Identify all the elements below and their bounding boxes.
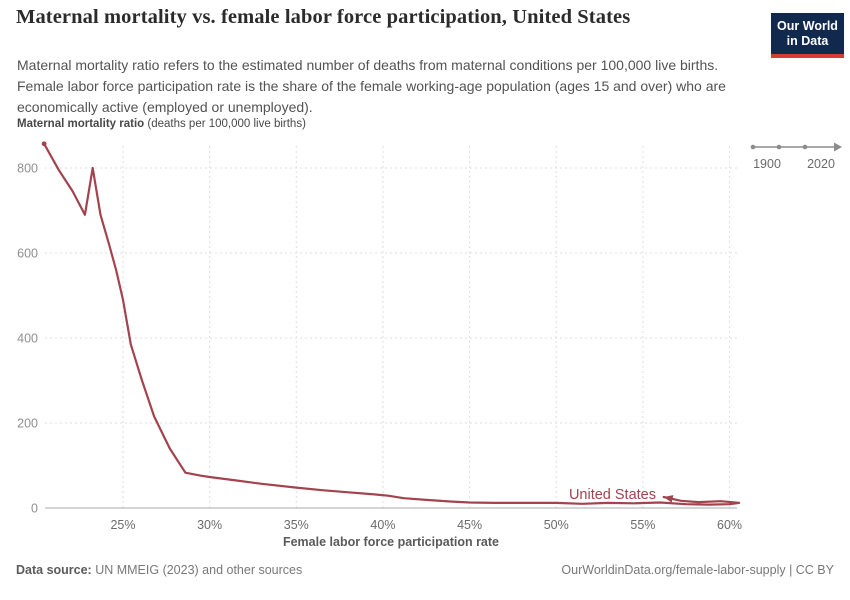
owid-logo[interactable]: Our World in Data <box>771 13 844 58</box>
y-tick-label: 600 <box>17 247 38 261</box>
timeline-dot-mid1 <box>776 144 782 150</box>
data-source[interactable]: Data source: UN MMEIG (2023) and other s… <box>16 563 302 577</box>
timeline-dot-mid2 <box>802 144 808 150</box>
data-source-value: UN MMEIG (2023) and other sources <box>91 563 303 577</box>
footer-url-link[interactable]: OurWorldinData.org/female-labor-supply |… <box>561 563 834 577</box>
y-axis-title: Maternal mortality ratio (deaths per 100… <box>17 118 306 130</box>
x-tick-label: 35% <box>284 518 309 532</box>
series-line-united-states[interactable] <box>43 142 741 506</box>
x-tick-label: 50% <box>544 518 569 532</box>
x-tick-label: 30% <box>197 518 222 532</box>
data-source-label: Data source: <box>16 563 92 577</box>
y-tick-label: 200 <box>17 417 38 431</box>
timeline-start-label: 1900 <box>753 157 781 171</box>
chart-footer: Data source: UN MMEIG (2023) and other s… <box>16 563 834 577</box>
x-tick-label: 40% <box>370 518 395 532</box>
series-start-point <box>41 141 47 147</box>
y-tick-label: 0 <box>31 502 38 516</box>
x-tick-label: 55% <box>630 518 655 532</box>
timeline-slider[interactable]: 1900 2020 <box>745 136 847 174</box>
y-axis-title-unit: (deaths per 100,000 live births) <box>144 118 306 130</box>
timeline-end-label: 2020 <box>807 157 835 171</box>
x-tick-label: 25% <box>110 518 135 532</box>
chart-plot-area[interactable]: 25% 30% 35% 40% 45% 50% 55% 60% 0 200 400 600 800 Un… <box>0 0 850 558</box>
series-end-arrow-icon <box>663 495 674 503</box>
y-axis-title-bold: Maternal mortality ratio <box>17 118 145 130</box>
x-axis-title: Female labor force participation rate <box>282 535 500 549</box>
series-label-united-states[interactable]: United States <box>569 487 656 503</box>
chart-subtitle: Maternal mortality ratio refers to the e… <box>17 57 726 115</box>
gridlines: 25% 30% 35% 40% 45% 50% 55% 60% 0 200 400 600 800 <box>17 146 742 532</box>
timeline-arrow-icon[interactable] <box>834 142 842 152</box>
y-tick-label: 400 <box>17 332 38 346</box>
timeline-dot-start[interactable] <box>750 144 756 150</box>
x-tick-label: 60% <box>717 518 742 532</box>
x-tick-label: 45% <box>457 518 482 532</box>
owid-logo-line1: Our World <box>777 19 838 33</box>
owid-logo-line2: in Data <box>786 34 829 48</box>
page-title: Maternal mortality vs. female labor forc… <box>16 6 631 28</box>
data-series-layer <box>41 141 741 506</box>
y-tick-label: 800 <box>17 162 38 176</box>
